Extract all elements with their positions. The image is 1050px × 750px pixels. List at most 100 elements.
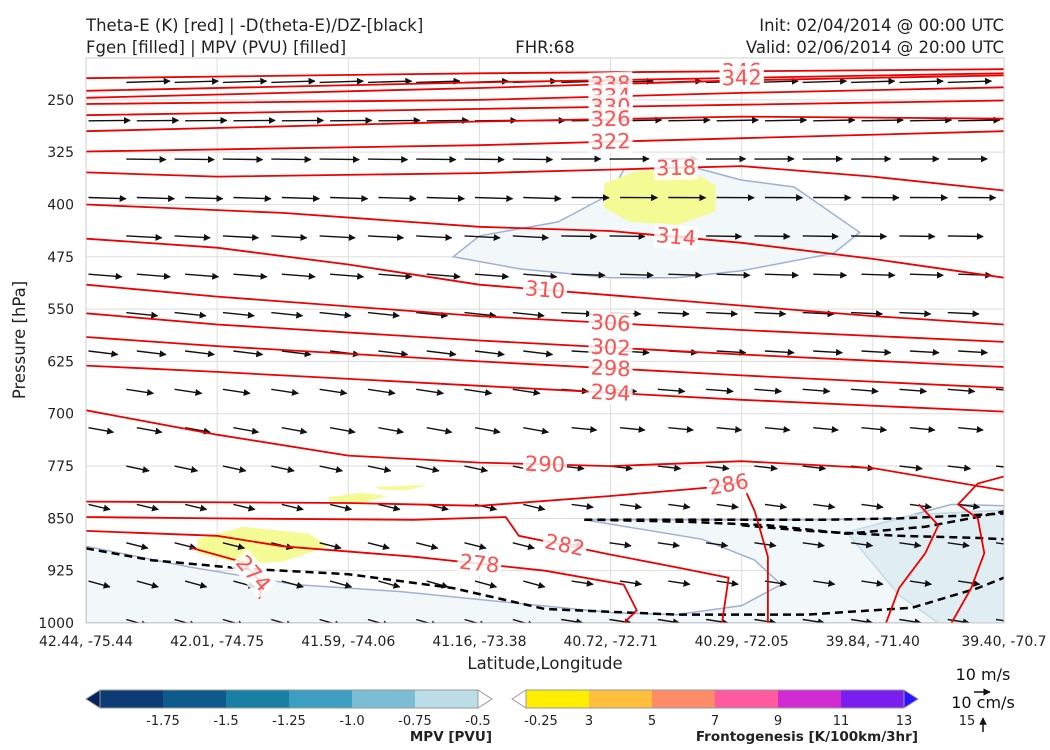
wind-vector: [802, 464, 827, 472]
wind-vector: [813, 502, 836, 510]
wind-vector: [813, 271, 848, 279]
wind-vector: [126, 542, 149, 551]
wind-vector: [329, 503, 353, 512]
colorbar-segment: [589, 690, 653, 708]
wind-vector: [909, 579, 932, 587]
y-tick-label: 850: [47, 511, 74, 527]
wind-vector: [706, 464, 730, 472]
wind-vector: [88, 272, 123, 280]
wind-vector: [571, 579, 594, 587]
wind-vector: [958, 502, 981, 510]
wind-vector: [947, 77, 993, 85]
wind-vector: [222, 156, 264, 164]
wind-vector: [416, 233, 453, 241]
theta-e-contour: [86, 165, 1004, 192]
wind-vector: [668, 579, 691, 587]
wind-vector: [958, 426, 984, 433]
wind-vector: [464, 233, 501, 241]
wind-vector: [271, 156, 312, 164]
wind-vector: [367, 465, 392, 474]
wind-vector: [523, 195, 562, 202]
wind-vector: [416, 156, 457, 164]
wind-vector: [523, 427, 549, 435]
wind-vector: [668, 502, 691, 510]
wind-vector: [174, 465, 199, 474]
svg-text:294: 294: [590, 380, 631, 406]
wind-vector: [523, 350, 554, 358]
wind-vector: [861, 116, 904, 124]
wind-vector: [909, 271, 944, 279]
title-left-line1: Theta-E (K) [red] | -D(theta-E)/DZ-[blac…: [85, 16, 423, 35]
wind-vector: [947, 310, 980, 318]
wind-vector: [657, 387, 686, 395]
wind-vector: [995, 542, 1004, 545]
theta-e-contour-label: 326: [588, 106, 633, 132]
svg-text:290: 290: [525, 452, 566, 477]
wind-vector: [329, 580, 353, 589]
wind-vector: [271, 388, 299, 396]
dthetae-dz-contour: [584, 512, 1004, 522]
wind-vector: [426, 195, 465, 202]
wind-vector: [416, 388, 444, 396]
theta-e-contour-label: 318: [653, 155, 699, 181]
wind-vector: [764, 502, 788, 510]
wind-vector: [813, 116, 856, 124]
theta-e-contour-label: 322: [588, 129, 633, 155]
colorbar-segment: [526, 690, 590, 708]
colorbar-frontogenesis-label: Frontogenesis [K/100km/3hr]: [696, 729, 918, 745]
colorbar-tick-label: 15: [959, 714, 976, 729]
wind-vector: [561, 232, 598, 240]
y-tick-label: 250: [47, 93, 74, 109]
x-axis-label: Latitude,Longitude: [467, 654, 622, 673]
wind-vector: [378, 580, 401, 589]
svg-text:306: 306: [590, 310, 631, 336]
wind-vector: [271, 233, 308, 241]
wind-vector: [764, 271, 799, 279]
colorbar-frontogenesis: 3 5 7 9 11 13 15: [511, 689, 976, 729]
colorbar-tick-label: -1.0: [339, 714, 364, 729]
wind-vector: [281, 272, 316, 280]
theta-e-label-layer: 3463423383343303263223183143103063022982…: [229, 59, 764, 598]
wind-vector: [899, 77, 944, 85]
wind-vector: [474, 580, 498, 589]
wind-vector: [330, 195, 369, 202]
theta-e-contour: [950, 475, 1004, 623]
wind-vector: [126, 388, 155, 396]
wind-vector: [136, 503, 159, 512]
theta-e-contour: [86, 72, 1004, 92]
wind-vector: [136, 195, 176, 202]
colorbar-tick-label: -0.5: [465, 714, 490, 729]
wind-vector: [909, 348, 940, 356]
wind-vector: [561, 618, 584, 623]
x-tick-label: 41.59, -74.06: [301, 634, 395, 650]
wind-vector: [861, 579, 884, 587]
wind-vector: [716, 426, 743, 433]
wind-vector: [706, 387, 734, 395]
wind-vector: [319, 311, 352, 319]
wind-vector: [716, 502, 739, 510]
wind-vector: [512, 156, 554, 164]
wind-vector: [861, 426, 888, 433]
y-axis-ticks: 250 325 400 475 550 625 700 775 850 925 1000: [38, 93, 74, 632]
wind-vector: [802, 541, 825, 549]
x-tick-label: 39.84, -71.40: [826, 634, 920, 650]
wind-vector: [706, 232, 743, 240]
wind-vector: [185, 272, 220, 280]
wind-vector: [802, 232, 839, 240]
theta-e-contour-label: 306: [588, 309, 634, 337]
colorbar-segment: [100, 690, 164, 708]
wind-vector: [378, 427, 404, 435]
colorbar-tick-label: -1.5: [213, 714, 238, 729]
wind-vector: [416, 311, 449, 319]
theta-e-contour: [86, 516, 730, 623]
wind-vector: [958, 348, 988, 356]
wind-vector: [706, 310, 738, 318]
wind-vector: [378, 195, 417, 202]
wind-vector: [233, 195, 272, 202]
wind-vector: [899, 464, 923, 472]
wind-vector: [958, 579, 981, 587]
frontogenesis-region: [197, 526, 329, 564]
wind-vector: [813, 579, 836, 587]
wind-vector: [233, 427, 260, 435]
